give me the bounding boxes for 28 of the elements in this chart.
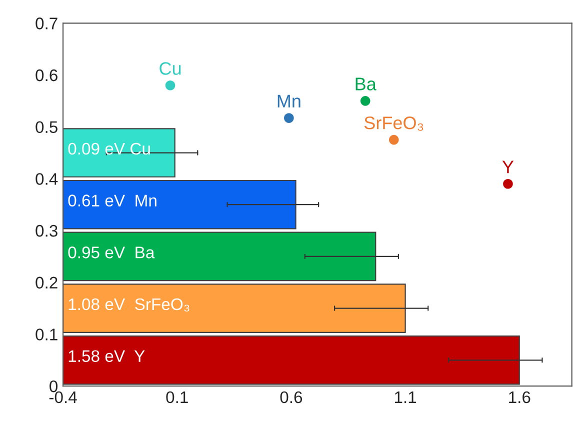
y-tick-label: 0.2 xyxy=(36,276,58,289)
series-label: Mn xyxy=(278,94,300,108)
annotation: 0.09 eV Cu xyxy=(68,142,150,155)
annotation: 0.95 eV Ba xyxy=(68,246,155,258)
bar xyxy=(63,128,176,178)
y-tick-label: 0.4 xyxy=(36,173,58,185)
x-tick-label: 1.6 xyxy=(509,391,530,404)
bar xyxy=(63,232,376,282)
x-tick-label: -0.4 xyxy=(49,391,77,404)
bar xyxy=(63,284,406,333)
y-tick-label: 0.6 xyxy=(36,69,58,82)
x-tick-label: 0.6 xyxy=(280,391,302,404)
annotation: 1.58 eV Y xyxy=(68,350,145,362)
x-tick-label: 0.1 xyxy=(166,391,188,404)
bar xyxy=(63,335,520,385)
y-tick-label: 0.3 xyxy=(36,224,58,237)
series-label: Ba xyxy=(356,78,376,90)
x-tick-label: 1.1 xyxy=(394,392,416,403)
series-label: Y xyxy=(502,160,514,174)
y-tick-label: 0.1 xyxy=(36,328,58,340)
series-label: Cu xyxy=(160,62,181,75)
y-tick-label: 0.5 xyxy=(36,121,58,134)
y-tick-label: 0.7 xyxy=(36,18,58,30)
annotation: 0.61 eV Mn xyxy=(68,194,156,206)
annotation: 1.08 eV SrFeO₃ xyxy=(68,298,190,312)
bar xyxy=(63,180,296,230)
y-tick-label: 0 xyxy=(50,380,58,392)
series-label: SrFeO₃ xyxy=(364,116,424,131)
